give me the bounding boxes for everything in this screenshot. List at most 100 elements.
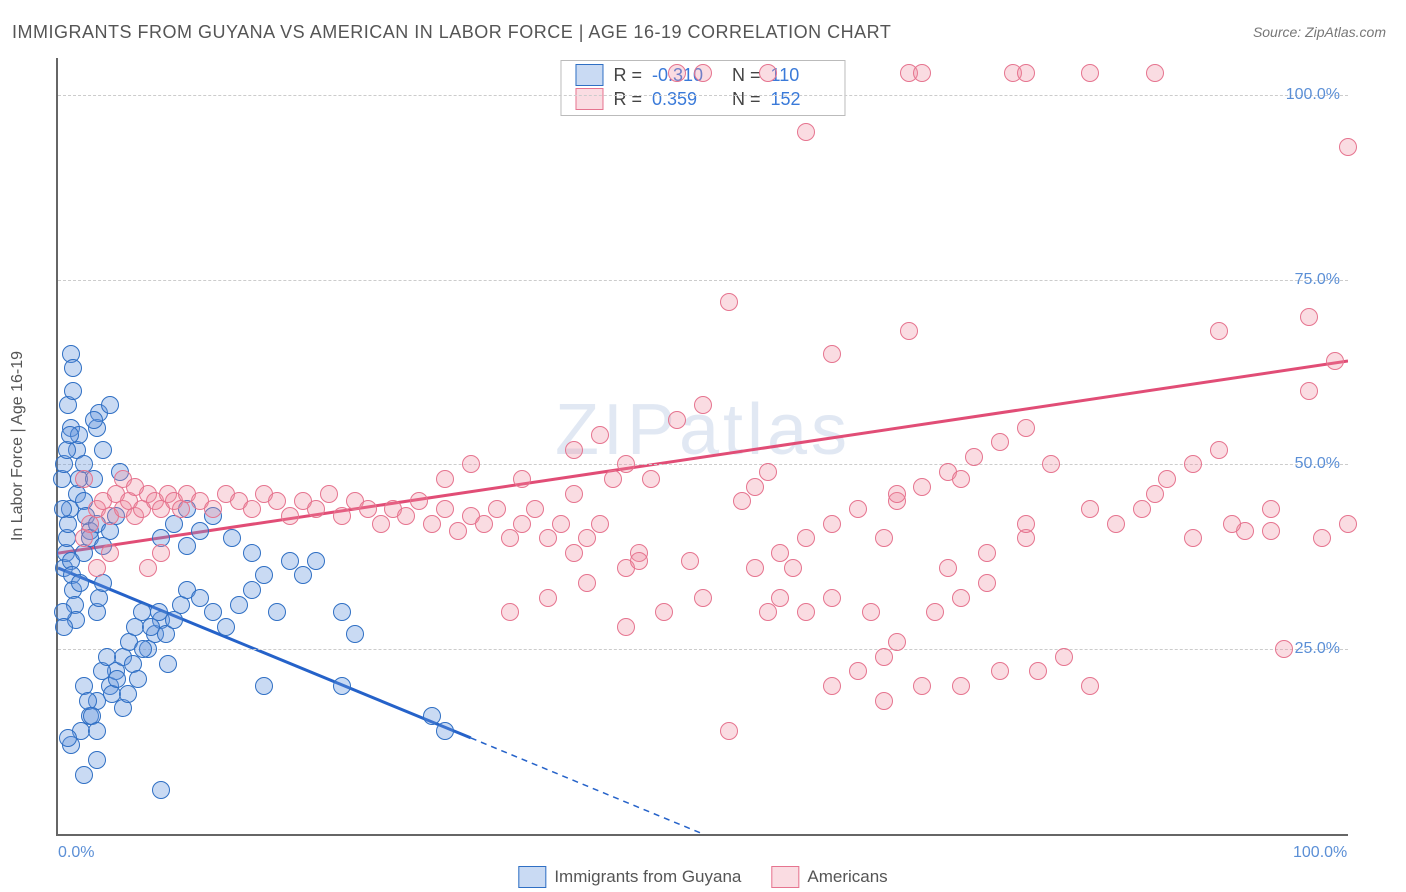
data-point-americans	[488, 500, 506, 518]
data-point-americans	[1146, 64, 1164, 82]
data-point-guyana	[71, 574, 89, 592]
data-point-americans	[1158, 470, 1176, 488]
chart-title: IMMIGRANTS FROM GUYANA VS AMERICAN IN LA…	[12, 22, 891, 43]
n-label: N =	[722, 65, 761, 86]
data-point-guyana	[61, 426, 79, 444]
data-point-americans	[1262, 500, 1280, 518]
data-point-americans	[1055, 648, 1073, 666]
legend-item-guyana: Immigrants from Guyana	[518, 866, 741, 888]
y-tick-label: 25.0%	[1295, 640, 1340, 658]
data-point-americans	[913, 677, 931, 695]
data-point-americans	[1017, 515, 1035, 533]
data-point-americans	[1326, 352, 1344, 370]
data-point-americans	[501, 529, 519, 547]
data-point-guyana	[59, 729, 77, 747]
data-point-americans	[126, 478, 144, 496]
data-point-americans	[1146, 485, 1164, 503]
data-point-americans	[655, 603, 673, 621]
data-point-americans	[152, 544, 170, 562]
n-value: 152	[771, 89, 831, 110]
legend-swatch	[575, 64, 603, 86]
data-point-americans	[681, 552, 699, 570]
data-point-americans	[900, 322, 918, 340]
data-point-americans	[720, 293, 738, 311]
data-point-guyana	[159, 655, 177, 673]
grid-line	[58, 649, 1348, 650]
data-point-guyana	[178, 537, 196, 555]
y-tick-label: 100.0%	[1286, 86, 1340, 104]
data-point-guyana	[75, 766, 93, 784]
data-point-guyana	[94, 441, 112, 459]
data-point-americans	[1275, 640, 1293, 658]
data-point-guyana	[223, 529, 241, 547]
data-point-americans	[513, 470, 531, 488]
data-point-americans	[630, 552, 648, 570]
data-point-americans	[797, 123, 815, 141]
data-point-guyana	[255, 566, 273, 584]
n-label: N =	[722, 89, 761, 110]
data-point-americans	[565, 485, 583, 503]
trend-line-americans	[58, 361, 1348, 553]
data-point-guyana	[191, 522, 209, 540]
data-point-guyana	[436, 722, 454, 740]
data-point-americans	[552, 515, 570, 533]
data-point-americans	[875, 529, 893, 547]
y-tick-label: 50.0%	[1295, 455, 1340, 473]
data-point-americans	[733, 492, 751, 510]
data-point-guyana	[129, 670, 147, 688]
chart-container: IMMIGRANTS FROM GUYANA VS AMERICAN IN LA…	[0, 0, 1406, 892]
data-point-americans	[642, 470, 660, 488]
data-point-americans	[513, 515, 531, 533]
data-point-americans	[359, 500, 377, 518]
legend-swatch	[518, 866, 546, 888]
data-point-americans	[1313, 529, 1331, 547]
data-point-americans	[1300, 308, 1318, 326]
data-point-americans	[1262, 522, 1280, 540]
data-point-americans	[436, 470, 454, 488]
legend-item-americans: Americans	[771, 866, 887, 888]
data-point-guyana	[64, 382, 82, 400]
data-point-americans	[617, 455, 635, 473]
data-point-guyana	[98, 648, 116, 666]
y-axis-title: In Labor Force | Age 16-19	[9, 351, 27, 541]
data-point-americans	[888, 485, 906, 503]
data-point-americans	[965, 448, 983, 466]
data-point-americans	[862, 603, 880, 621]
data-point-americans	[281, 507, 299, 525]
rn-legend-row-americans: R = 0.359 N = 152	[575, 87, 830, 111]
data-point-guyana	[423, 707, 441, 725]
data-point-americans	[991, 662, 1009, 680]
data-point-americans	[1029, 662, 1047, 680]
data-point-americans	[952, 677, 970, 695]
data-point-guyana	[268, 603, 286, 621]
grid-line	[58, 280, 1348, 281]
data-point-americans	[307, 500, 325, 518]
data-point-americans	[978, 544, 996, 562]
data-point-guyana	[243, 544, 261, 562]
data-point-americans	[75, 470, 93, 488]
source-attribution: Source: ZipAtlas.com	[1253, 24, 1386, 40]
plot-area: ZIPatlas R = -0.310 N = 110R = 0.359 N =…	[56, 58, 1348, 836]
data-point-guyana	[88, 751, 106, 769]
data-point-americans	[1133, 500, 1151, 518]
data-point-americans	[617, 618, 635, 636]
data-point-guyana	[88, 722, 106, 740]
data-point-guyana	[101, 396, 119, 414]
data-point-guyana	[55, 618, 73, 636]
data-point-americans	[243, 500, 261, 518]
data-point-americans	[565, 544, 583, 562]
data-point-guyana	[217, 618, 235, 636]
data-point-americans	[565, 441, 583, 459]
data-point-americans	[913, 64, 931, 82]
data-point-americans	[888, 633, 906, 651]
data-point-americans	[1210, 322, 1228, 340]
data-point-guyana	[134, 640, 152, 658]
data-point-americans	[204, 500, 222, 518]
n-value: 110	[771, 65, 831, 86]
data-point-americans	[771, 589, 789, 607]
data-point-americans	[694, 396, 712, 414]
data-point-guyana	[152, 781, 170, 799]
data-point-americans	[1339, 515, 1357, 533]
data-point-americans	[668, 64, 686, 82]
data-point-americans	[926, 603, 944, 621]
